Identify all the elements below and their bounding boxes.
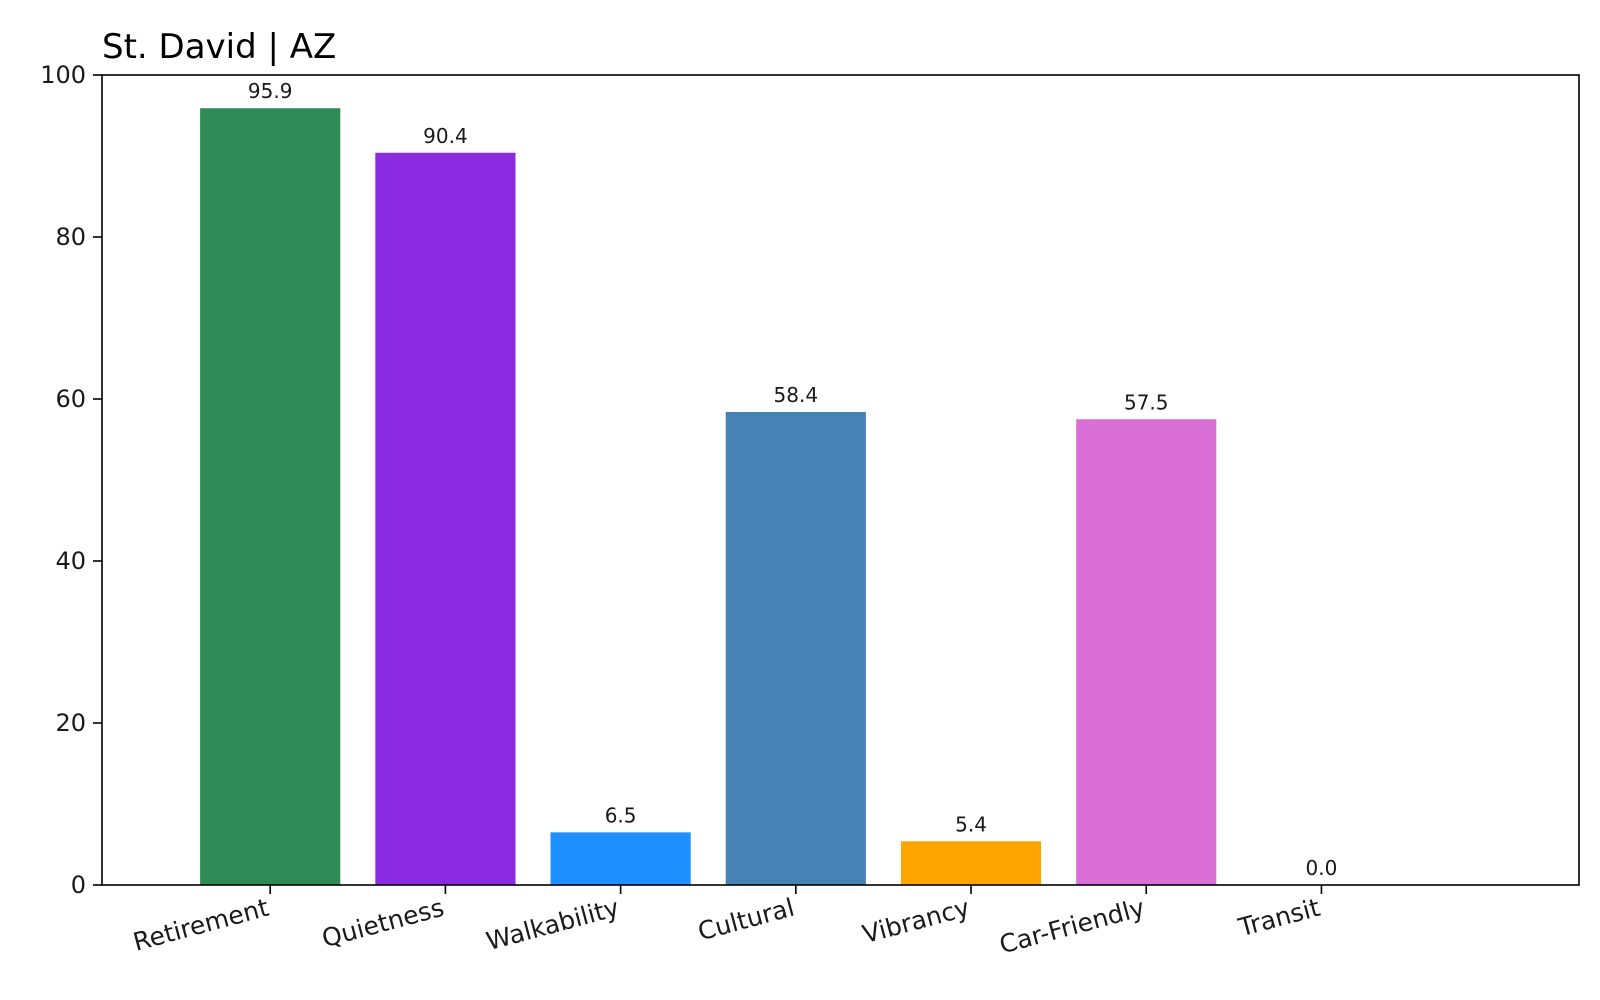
data-label-transit: 0.0: [1306, 856, 1338, 880]
bar-walkability: [550, 832, 691, 885]
x-tick-label-cultural: Cultural: [695, 893, 798, 946]
x-tick-label-vibrancy: Vibrancy: [859, 893, 972, 949]
y-axis: 0 20 40 60 80 100: [40, 61, 102, 899]
y-tick-label: 20: [55, 709, 86, 737]
bar-quietness: [375, 152, 516, 885]
bars-layer: [200, 108, 1217, 885]
x-axis: Retirement Quietness Walkability Cultural Vi…: [130, 885, 1323, 959]
y-tick-label: 40: [55, 547, 86, 575]
bar-retirement: [200, 108, 341, 885]
x-tick-label-car-friendly: Car-Friendly: [996, 893, 1148, 960]
data-label-cultural: 58.4: [774, 383, 819, 407]
data-label-quietness: 90.4: [423, 124, 468, 148]
x-tick-label-retirement: Retirement: [130, 893, 272, 957]
x-tick-label-walkability: Walkability: [483, 893, 622, 956]
bar-vibrancy: [900, 841, 1042, 885]
y-tick-label: 80: [55, 223, 86, 251]
data-label-walkability: 6.5: [605, 803, 637, 827]
x-tick-label-quietness: Quietness: [319, 893, 447, 953]
y-tick-label: 100: [40, 61, 86, 89]
x-tick-label-transit: Transit: [1235, 893, 1324, 943]
data-label-car-friendly: 57.5: [1124, 390, 1169, 414]
chart-title: St. David | AZ: [102, 27, 336, 67]
bar-car-friendly: [1076, 419, 1217, 885]
y-tick-label: 60: [55, 385, 86, 413]
plot-frame: [101, 74, 1580, 886]
y-tick-label: 0: [71, 871, 86, 899]
bar-cultural: [725, 411, 866, 885]
data-label-retirement: 95.9: [248, 79, 293, 103]
data-label-vibrancy: 5.4: [955, 812, 987, 836]
data-labels-layer: 95.9 90.4 6.5 58.4 5.4 57.5 0.0: [248, 79, 1337, 880]
